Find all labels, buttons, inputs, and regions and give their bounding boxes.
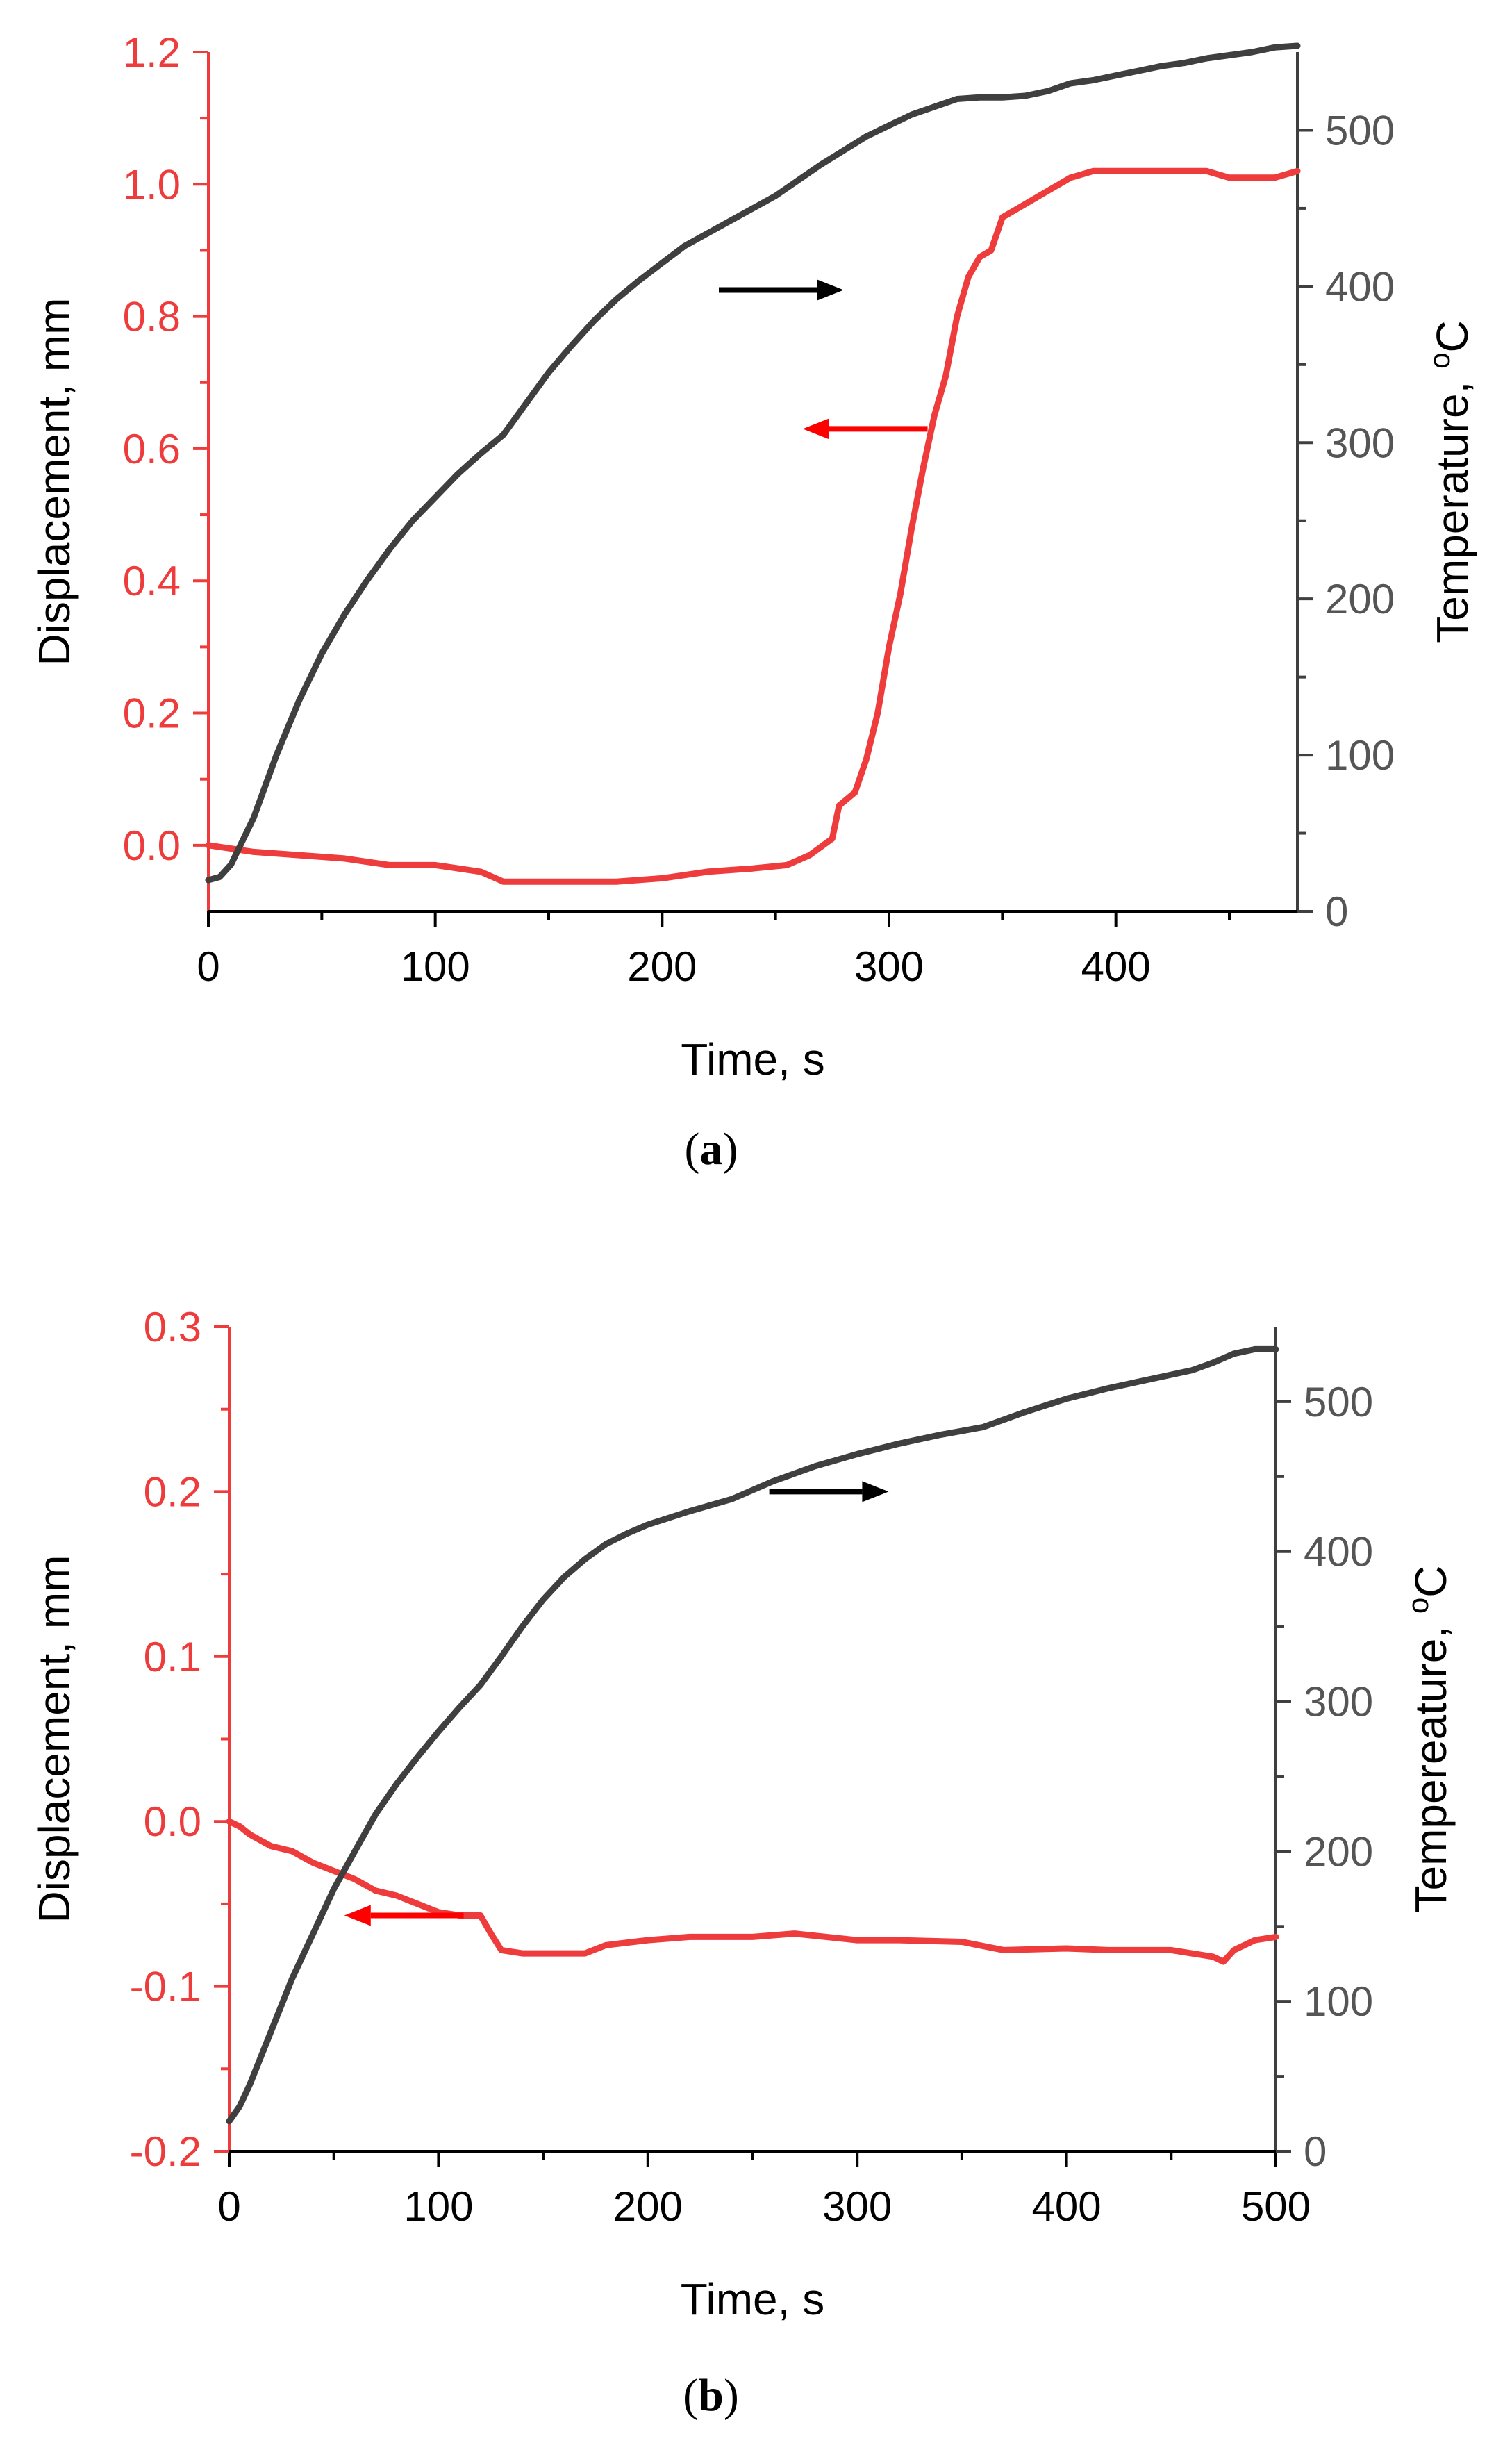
y-left-tick-label: 0.8 <box>123 294 181 340</box>
annotation-arrowhead-red <box>802 418 829 440</box>
y-right-tick-label: 300 <box>1325 420 1395 466</box>
y-left-axis-title: Displacement, mm <box>29 1555 79 1923</box>
y-right-tick-label: 400 <box>1304 1529 1373 1575</box>
y-right-tick-label: 200 <box>1304 1828 1373 1875</box>
y-left-tick-label: 0.2 <box>144 1468 201 1515</box>
y-left-tick-label: -0.1 <box>130 1964 201 2010</box>
panel-caption-label: a <box>700 1124 723 1175</box>
x-tick-label: 300 <box>854 943 924 990</box>
y-left-tick-label: 0.0 <box>144 1798 201 1845</box>
series-line-temperature <box>226 1345 1279 2125</box>
y-left-tick-label: 0.0 <box>123 822 181 869</box>
panel-caption-close: ) <box>724 2370 739 2421</box>
panel-caption: (b) <box>683 2370 739 2421</box>
series-line-displacement <box>205 167 1301 885</box>
x-axis-title: Time, s <box>681 2274 824 2324</box>
y-right-tick-label: 200 <box>1325 576 1395 622</box>
y-left-tick-label: 0.1 <box>144 1634 201 1680</box>
annotation-arrowhead-black <box>817 279 844 301</box>
y-left-tick-label: 0.2 <box>123 690 181 737</box>
y-left-tick-label: 1.0 <box>123 161 181 208</box>
annotation-arrowhead-red <box>344 1905 371 1926</box>
x-tick-label: 0 <box>217 2183 240 2230</box>
y-right-tick-label: 100 <box>1304 1978 1373 2025</box>
y-right-tick-label: 0 <box>1325 888 1348 935</box>
panel-caption: (a) <box>685 1124 738 1175</box>
x-tick-label: 100 <box>401 943 470 990</box>
x-tick-label: 200 <box>613 2183 683 2230</box>
y-right-axis-title: Temperature, oC <box>1423 320 1477 643</box>
y-right-tick-label: 400 <box>1325 263 1395 310</box>
y-right-tick-label: 0 <box>1304 2128 1327 2175</box>
y-left-tick-label: -0.2 <box>130 2128 201 2175</box>
y-right-axis-title-superscript: o <box>1423 353 1456 369</box>
x-axis-title: Time, s <box>681 1034 824 1084</box>
y-right-axis-title-text: Tempereature, <box>1406 1614 1456 1912</box>
panel-caption-open: ( <box>683 2370 698 2421</box>
x-tick-label: 500 <box>1241 2183 1311 2230</box>
x-tick-label: 100 <box>404 2183 473 2230</box>
panel-caption-open: ( <box>685 1124 700 1175</box>
panel-caption-close: ) <box>723 1124 738 1175</box>
chart-panel-a: 0 100 200 300 400 0.0 0.2 0.4 0.6 0.8 1.0 1.2 0 100 20… <box>29 29 1477 1175</box>
series-line-temperature <box>205 42 1301 884</box>
x-tick-label: 400 <box>1032 2183 1102 2230</box>
y-right-axis-title-superscript: o <box>1402 1598 1434 1614</box>
y-right-axis-title-text: Temperature, <box>1427 369 1477 643</box>
y-right-axis-title-unit: C <box>1427 320 1477 352</box>
y-right-tick-label: 500 <box>1304 1379 1373 1425</box>
y-right-tick-label: 500 <box>1325 107 1395 154</box>
y-right-axis-title: Tempereature, oC <box>1402 1565 1456 1912</box>
annotation-arrowhead-black <box>862 1481 889 1502</box>
y-right-tick-label: 300 <box>1304 1679 1373 1725</box>
x-tick-label: 400 <box>1081 943 1151 990</box>
y-left-tick-label: 1.2 <box>123 29 181 76</box>
panel-caption-label: b <box>698 2370 724 2421</box>
y-left-tick-label: 0.3 <box>144 1304 201 1350</box>
y-left-axis-title: Displacement, mm <box>29 298 79 666</box>
y-right-tick-label: 100 <box>1325 732 1395 779</box>
x-tick-label: 0 <box>197 943 219 990</box>
y-left-tick-label: 0.4 <box>123 558 181 604</box>
x-tick-label: 200 <box>627 943 697 990</box>
series-line-displacement <box>226 1818 1279 1965</box>
y-left-tick-label: 0.6 <box>123 426 181 472</box>
chart-panel-b: 0 100 200 300 400 500 -0.2 -0.1 0.0 0.1 0.2 0.3 0 100… <box>29 1304 1456 2421</box>
y-right-axis-title-unit: C <box>1406 1565 1456 1597</box>
x-tick-label: 300 <box>822 2183 892 2230</box>
